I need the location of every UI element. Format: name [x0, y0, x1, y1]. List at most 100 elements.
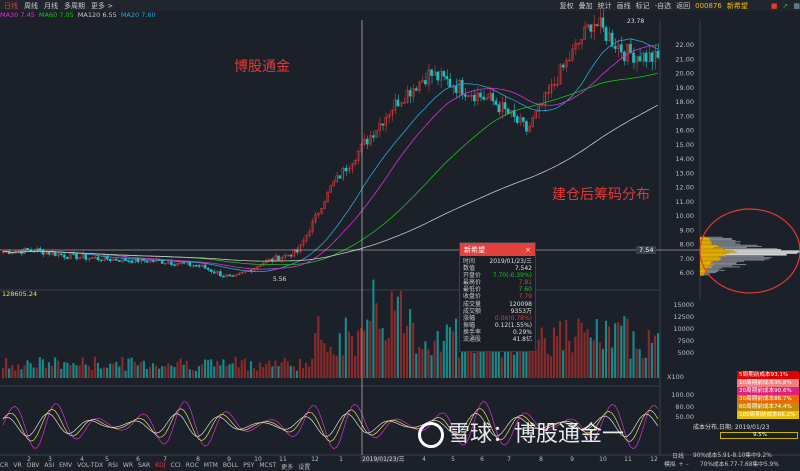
popup-value: 7.70(-0.39%)	[492, 272, 532, 280]
close-icon[interactable]: ×	[525, 245, 531, 254]
cursor-date-box	[360, 455, 404, 463]
chip-bar	[719, 256, 764, 258]
volume-bar	[357, 330, 360, 378]
indicator-tab[interactable]: KDJ	[155, 462, 166, 469]
chip-bar	[706, 267, 723, 269]
arrow-icon[interactable]: ➚	[782, 1, 789, 10]
cost-legend-item[interactable]: 20周期前成本90.6%	[737, 387, 799, 395]
more-menu[interactable]: 更多 >	[91, 1, 114, 10]
sim-button[interactable]: 模拟	[664, 462, 676, 468]
chip-bar	[700, 266, 713, 268]
popup-key: 最高价	[463, 279, 482, 287]
flag-icon[interactable]: ■	[770, 1, 778, 10]
candle	[268, 258, 271, 261]
cost-legend-item[interactable]: 10周期前成本95.8%	[737, 379, 799, 387]
cost-legend-item[interactable]: 30周期前成本86.7%	[737, 395, 799, 403]
indicator-tab[interactable]: WR	[122, 462, 133, 469]
indicator-tab[interactable]: MCST	[259, 462, 277, 469]
indicator-tick: 80.00	[675, 403, 694, 411]
zoom-in-button[interactable]: +	[678, 462, 684, 468]
chip-bar	[700, 257, 722, 259]
indicator-tab[interactable]: ASI	[44, 462, 55, 469]
chip-bar	[700, 247, 715, 249]
tab-multi-period[interactable]: 多周期	[64, 1, 85, 10]
candle	[69, 253, 72, 259]
btn-adjust[interactable]: 复权	[559, 1, 574, 10]
indicator-tick: 100.00	[671, 391, 694, 399]
indicator-tab[interactable]: CR	[0, 462, 9, 469]
volume-bar	[268, 360, 271, 378]
time-tick: 9	[570, 456, 574, 463]
candle	[108, 259, 112, 261]
candle	[619, 44, 623, 53]
candle	[421, 80, 424, 83]
stock-name: 新希望	[726, 1, 748, 10]
indicator-tab[interactable]: CCI	[170, 462, 181, 469]
btn-stats[interactable]: 统计	[597, 1, 612, 10]
indicator-tab[interactable]: 设置	[298, 464, 311, 471]
indicator-tab[interactable]: BOLL	[222, 462, 239, 469]
indicator-tab[interactable]: ROC	[185, 462, 199, 469]
chip-bar	[700, 236, 707, 238]
tab-weekly[interactable]: 周线	[24, 1, 38, 10]
candle	[81, 254, 84, 258]
candle	[264, 259, 268, 264]
indicator-tab[interactable]: EMV	[59, 462, 73, 469]
volume-bar	[188, 369, 191, 378]
cost-legend-item[interactable]: 100周期前成本66.2%	[737, 411, 799, 419]
btn-mark[interactable]: 标记	[635, 1, 650, 10]
cost-legend-item[interactable]: 5周期前成本93.1%	[737, 371, 799, 379]
candle	[546, 92, 550, 94]
zoom-out-button[interactable]: -	[686, 462, 689, 468]
volume-bar	[185, 360, 188, 378]
volume-bar	[219, 365, 222, 378]
tab-daily[interactable]: 日线	[4, 1, 18, 10]
candle	[365, 138, 369, 145]
indicator-tab[interactable]: VR	[13, 462, 22, 469]
chip-bar	[720, 258, 769, 260]
volume-bar	[623, 316, 626, 378]
candle	[463, 94, 467, 97]
chip-bar	[700, 271, 706, 273]
price-tick: 6.00	[680, 269, 694, 277]
chip-bar	[700, 248, 724, 250]
candle	[350, 163, 354, 169]
indicator-tab[interactable]: VOL-TDX	[77, 462, 104, 469]
chip-bar	[725, 253, 787, 255]
volume-bar	[225, 365, 228, 378]
volume-tick: 7500	[677, 337, 694, 345]
indicator-tab[interactable]: 更多	[281, 464, 294, 471]
indicator-tab[interactable]: PSY	[243, 462, 255, 469]
btn-overlay[interactable]: 叠加	[578, 1, 593, 10]
candle	[635, 56, 638, 63]
indicator-tab[interactable]: SAR	[138, 462, 151, 469]
indicator-tab[interactable]: RSI	[108, 462, 118, 469]
grid-icon[interactable]: ▦	[793, 1, 800, 10]
volume-bar	[69, 365, 72, 378]
candle	[552, 84, 556, 86]
volume-bar	[41, 359, 44, 378]
cost-legend-item[interactable]: 60周期前成本74.4%	[737, 403, 799, 411]
candle	[283, 254, 286, 258]
volume-bar	[522, 337, 525, 378]
candle	[518, 117, 522, 123]
candle	[66, 257, 69, 259]
candle	[570, 48, 574, 61]
candle	[567, 59, 571, 62]
btn-back[interactable]: 返回	[676, 1, 691, 10]
volume-bar	[409, 308, 412, 378]
volume-bar	[194, 370, 197, 378]
btn-draw[interactable]: 画线	[616, 1, 631, 10]
volume-bar	[124, 370, 127, 378]
btn-watchlist[interactable]: -自选	[654, 1, 672, 10]
volume-bar	[301, 367, 305, 378]
tab-monthly[interactable]: 月线	[44, 1, 58, 10]
indicator-tab[interactable]: MTM	[203, 462, 218, 469]
indicator-tab[interactable]: OBV	[26, 462, 40, 469]
candle	[445, 76, 449, 80]
time-tick: 2	[27, 456, 31, 463]
candle	[304, 235, 308, 242]
chip-period[interactable]: 日线	[672, 453, 685, 460]
price-tick: 12.00	[675, 184, 694, 192]
